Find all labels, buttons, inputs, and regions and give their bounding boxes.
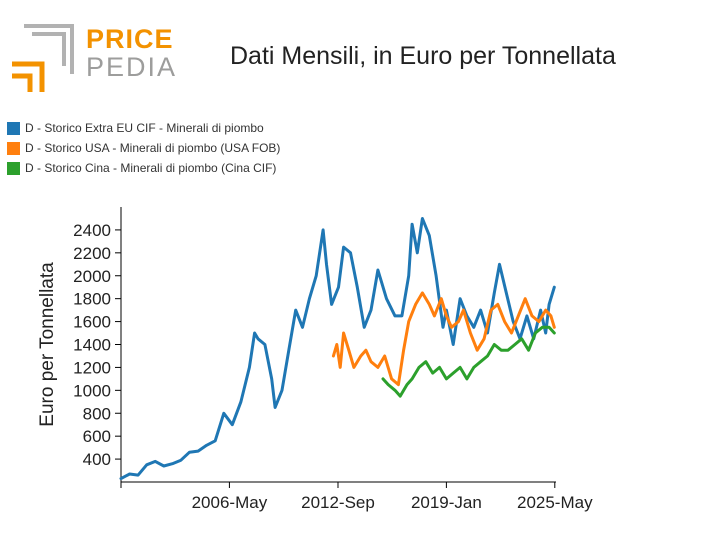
y-tick-label: 400 [83,450,111,469]
logo-word-price: PRICE [86,24,174,54]
logo-word-pedia: PEDIA [86,52,178,82]
legend-swatch [7,141,20,155]
legend-label: D - Storico USA - Minerali di piombo (US… [25,141,281,155]
y-tick-label: 2400 [73,221,111,240]
x-tick-label: 2019-Jan [411,493,482,512]
y-tick-label: 1600 [73,313,111,332]
line-chart: Euro per Tonnellata 400 600 800 1000 1200 140… [37,207,593,512]
x-tick-label: 2006-May [192,493,268,512]
pricepedia-logo: PRICE PEDIA [8,22,175,94]
y-tick-label: 1200 [73,358,111,377]
y-tick-label: 600 [83,427,111,446]
legend-label: D - Storico Cina - Minerali di piombo (C… [25,161,277,175]
legend-item: D - Storico Cina - Minerali di piombo (C… [7,158,280,178]
y-tick-label: 1000 [73,381,111,400]
legend-item: D - Storico USA - Minerali di piombo (US… [7,138,280,158]
series-line [331,291,556,387]
legend-swatch [7,121,20,135]
y-tick-label: 2200 [73,244,111,263]
legend-item: D - Storico Extra EU CIF - Minerali di p… [7,118,280,138]
y-tick-label: 1400 [73,336,111,355]
chart-title: Dati Mensili, in Euro per Tonnellata [230,42,616,70]
series-line [381,325,556,398]
logo-mark-icon [12,24,74,92]
chart-legend: D - Storico Extra EU CIF - Minerali di p… [7,118,280,178]
y-tick-label: 1800 [73,290,111,309]
legend-swatch [7,161,20,175]
y-tick-label: 800 [83,404,111,423]
y-tick-label: 2000 [73,267,111,286]
legend-label: D - Storico Extra EU CIF - Minerali di p… [25,121,264,135]
y-axis-label: Euro per Tonnellata [37,262,58,427]
x-tick-label: 2012-Sep [301,493,375,512]
x-tick-label: 2025-May [517,493,593,512]
